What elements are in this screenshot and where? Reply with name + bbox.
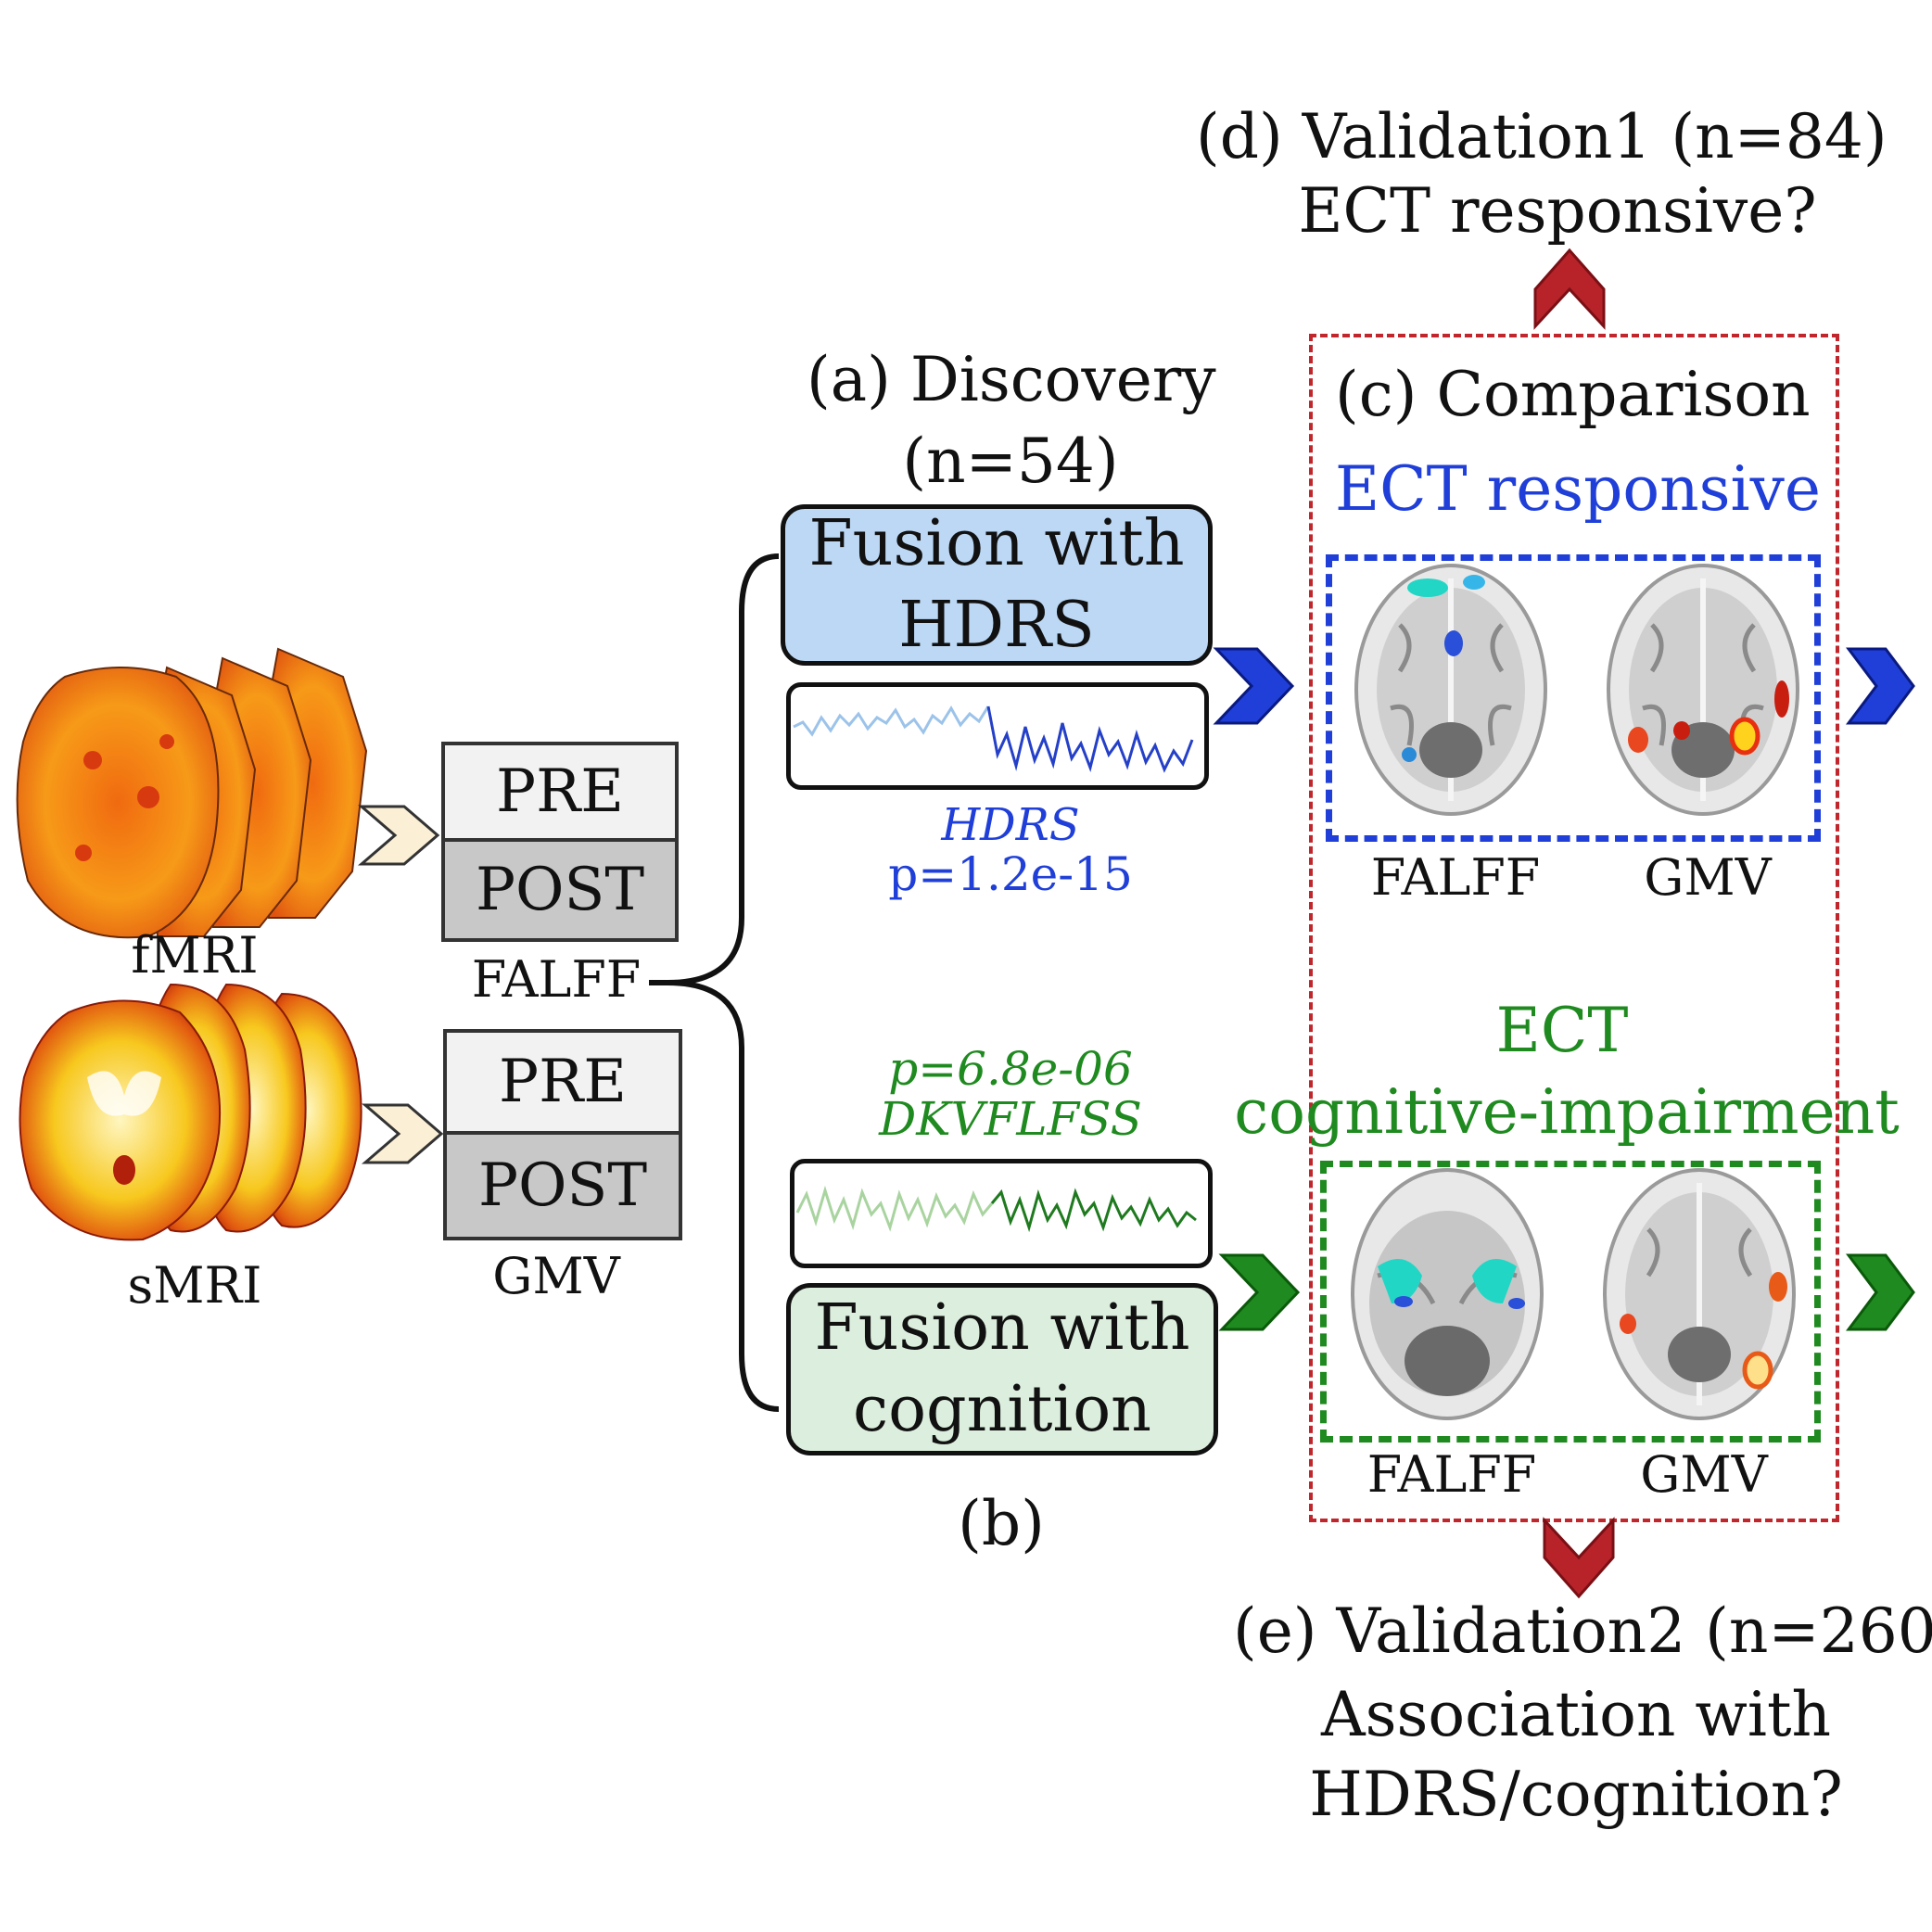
validation1-question: ECT responsive? [1298, 176, 1817, 247]
gmv-responsive-brain [1596, 560, 1810, 820]
right-chevron-fmri-icon [362, 807, 438, 864]
fmri-stack-image [9, 640, 380, 946]
fusion-hdrs-line2: HDRS [808, 585, 1184, 667]
gmv-bottom-label: GMV [1593, 1446, 1815, 1504]
falff-feature-label: FALFF [445, 951, 667, 1009]
fusion-cognition-box: Fusion with cognition [786, 1283, 1218, 1455]
cognition-series-plot [797, 1166, 1201, 1257]
validation2-label: (e) [1233, 1595, 1317, 1667]
validation2-question-line1: Association with [1298, 1680, 1854, 1750]
discovery-n: (n=54) [807, 426, 1214, 497]
down-chevron-icon [1544, 1520, 1613, 1596]
hdrs-series-plot [794, 690, 1198, 779]
validation1-text: Validation1 [1303, 101, 1652, 172]
validation2-n: (n=260) [1705, 1595, 1932, 1667]
validation1-n: (n=84) [1671, 101, 1887, 172]
ect-responsive-label: ECT responsive [1335, 454, 1808, 525]
smri-label: sMRI [102, 1257, 287, 1315]
fusion-hdrs-box: Fusion with HDRS [781, 504, 1213, 666]
curly-brace [649, 547, 788, 1418]
comparison-text: Comparison [1436, 359, 1810, 430]
right-chevron-green-out-icon [1849, 1255, 1913, 1329]
validation1-title: (d) Validation1 (n=84) [1196, 102, 1900, 172]
fmri-pre-box: PRE [441, 742, 679, 842]
validation2-text: Validation2 [1337, 1595, 1686, 1667]
cognition-series-pre [797, 1190, 992, 1227]
right-chevron-blue-icon [1216, 649, 1292, 723]
validation2-title: (e) Validation2 (n=260) [1233, 1596, 1928, 1667]
right-chevron-green-icon [1222, 1255, 1298, 1329]
falff-bottom-label: FALFF [1341, 1446, 1563, 1504]
smri-stack-image [13, 975, 384, 1253]
falff-impair-brain [1341, 1164, 1554, 1424]
hdrs-stat-name: HDRS [853, 799, 1168, 851]
right-chevron-smri-icon [365, 1105, 441, 1163]
up-chevron-icon [1535, 250, 1604, 326]
right-chevron-blue-out-icon [1849, 649, 1913, 723]
falff-responsive-brain [1344, 560, 1557, 820]
smri-post-box: POST [443, 1131, 682, 1240]
hdrs-series-pre [794, 706, 988, 734]
validation1-label: (d) [1196, 101, 1283, 172]
fmri-post-box: POST [441, 838, 679, 942]
fusion-hdrs-line1: Fusion with [808, 503, 1184, 585]
fusion-cognition-line1: Fusion with [814, 1288, 1189, 1369]
hdrs-stat-p: p=1.2e-15 [853, 847, 1168, 901]
validation2-question-line2: HDRS/cognition? [1298, 1760, 1854, 1830]
cognition-series-post [992, 1192, 1196, 1227]
gmv-top-label: GMV [1596, 849, 1819, 907]
ect-impair-line1: ECT [1335, 996, 1789, 1066]
comparison-label: (c) [1335, 359, 1417, 430]
hdrs-series-post [988, 706, 1192, 769]
smri-pre-box: PRE [443, 1029, 682, 1135]
ect-impair-line2: cognitive-impairment [1233, 1077, 1900, 1148]
gmv-feature-label: GMV [445, 1248, 667, 1305]
discovery-label: (a) Discovery [807, 345, 1214, 415]
cognition-stat-name: DKVFLFSS [844, 1092, 1177, 1146]
cognition-label: (b) [871, 1489, 1131, 1559]
comparison-title: (c) Comparison [1335, 360, 1808, 430]
fusion-cognition-line2: cognition [814, 1369, 1189, 1451]
falff-top-label: FALFF [1344, 849, 1567, 907]
cognition-stat-p: p=6.8e-06 [844, 1042, 1177, 1096]
gmv-impair-brain [1593, 1164, 1806, 1424]
